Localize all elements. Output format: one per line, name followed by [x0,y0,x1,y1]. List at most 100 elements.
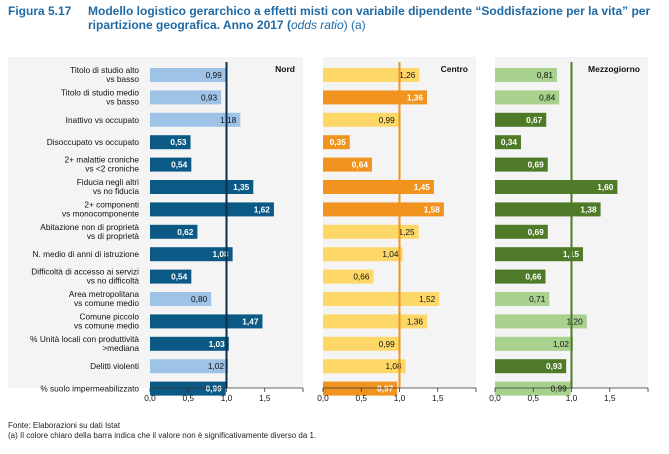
bar [323,269,374,284]
data-label: 1,62 [254,204,271,214]
bar [495,202,601,217]
data-label: 1,02 [553,339,570,349]
x-tick-label: 0,5 [182,393,194,403]
data-label: 0,99 [379,339,396,349]
bar [323,336,399,351]
data-label: 0,71 [529,294,546,304]
data-label: 0,84 [539,92,556,102]
data-label: 0,99 [551,384,568,394]
category-label-line: vs basso [106,74,139,84]
data-label: 1,58 [424,204,441,214]
data-label: 1,36 [407,92,424,102]
category-label: Abitazione non di proprietà vs di proprie… [40,222,139,241]
data-label: 0,66 [353,272,370,282]
bar [323,202,444,217]
bar [150,247,233,262]
data-label: 0,97 [377,384,394,394]
bar [323,224,419,239]
data-label: 1,18 [220,115,237,125]
category-label-line: % suolo impermeabilizzato [40,384,139,394]
x-tick-label: 1,5 [604,393,616,403]
figure-title-tail: ) (a) [343,18,366,32]
x-tick-label: 1,0 [221,393,233,403]
figure-header: Figura 5.17 Modello logistico gerarchico… [8,4,663,46]
bar [323,157,372,172]
figure-label: Figura 5.17 [8,4,72,18]
data-label: 1,04 [382,249,399,259]
data-label: 1,47 [242,316,259,326]
data-label: 0,69 [528,160,545,170]
category-label: 2+ componenti vs monocomponente [62,199,139,218]
category-label-line: Titolo di studio medio [61,87,139,97]
category-label: Delitti violenti [90,361,139,371]
category-label: Titolo di studio alto vs basso [70,65,139,84]
data-label: 0,54 [171,272,188,282]
data-label: 1,03 [209,339,226,349]
bar [495,269,546,284]
data-label: 1,02 [208,361,225,371]
footer-source: Fonte: Elaborazioni su dati Istat [8,421,121,430]
bar [323,90,428,105]
category-label: Disoccupato vs occupato [47,137,140,147]
data-label: 0,67 [526,115,543,125]
category-label: Area metropolitana vs comune medio [69,289,139,308]
data-label: 0,81 [537,70,554,80]
data-label: 1,08 [212,249,229,259]
category-label-line: Fiducia negli altri [77,177,139,187]
bar [150,292,212,306]
bar [323,359,406,374]
data-label: 1,36 [407,316,424,326]
bar [150,224,198,239]
bar [323,135,350,150]
category-label-line: vs comune medio [74,298,139,308]
bar [495,68,557,82]
data-label: 1,38 [580,204,597,214]
category-label-line: 2+ componenti [84,199,139,209]
bar [150,90,222,105]
bar [150,359,229,374]
data-label: 0,62 [177,227,194,237]
category-label-line: >mediana [102,343,139,353]
bar [150,157,192,172]
category-label-line: Comune piccolo [80,311,140,321]
data-label: 0,35 [330,137,347,147]
bar [495,247,583,262]
x-tick-label: 0,0 [144,393,156,403]
category-label-line: % Unità locali con produttività [30,334,139,344]
category-label: Fiducia negli altri vs no fiducia [77,177,140,196]
bar [495,157,548,172]
x-tick-label: 0,0 [489,393,501,403]
panel-title-mezzogiorno: Mezzogiorno [588,64,640,74]
data-label: 0,53 [170,137,187,147]
category-label-line: Abitazione non di proprietà [40,222,139,232]
category-label: N. medio di anni di istruzione [32,249,139,259]
data-label: 0,99 [206,384,223,394]
chart-background [8,57,648,388]
category-label-line: vs monocomponente [62,208,139,218]
bar [323,292,440,306]
data-label: 1,20 [567,316,584,326]
bar [150,336,229,351]
category-label-line: Area metropolitana [69,289,139,299]
category-label: 2+ malattie croniche vs <2 croniche [65,155,140,174]
x-tick-label: 1,5 [259,393,271,403]
category-label-line: Inattivo vs occupato [66,115,140,125]
footer-note: (a) Il colore chiaro della barra indica … [8,431,317,440]
category-label-line: vs comune medio [74,320,139,330]
bar [495,292,550,306]
data-label: 0,99 [379,115,396,125]
category-label-line: vs basso [106,96,139,106]
data-label: 1,26 [399,70,416,80]
category-label: % suolo impermeabilizzato [40,384,139,394]
bar [323,180,434,194]
category-label-line: Difficoltà di accesso ai servizi [31,267,139,277]
bar [495,90,560,105]
x-tick-label: 0,5 [355,393,367,403]
category-label: Titolo di studio medio vs basso [61,87,139,106]
category-label-line: Disoccupato vs occupato [47,137,140,147]
category-label-line: 2+ malattie croniche [65,155,140,165]
data-label: 1,08 [385,361,402,371]
category-label: Inattivo vs occupato [66,115,140,125]
bar [150,135,191,150]
bar [495,112,547,127]
